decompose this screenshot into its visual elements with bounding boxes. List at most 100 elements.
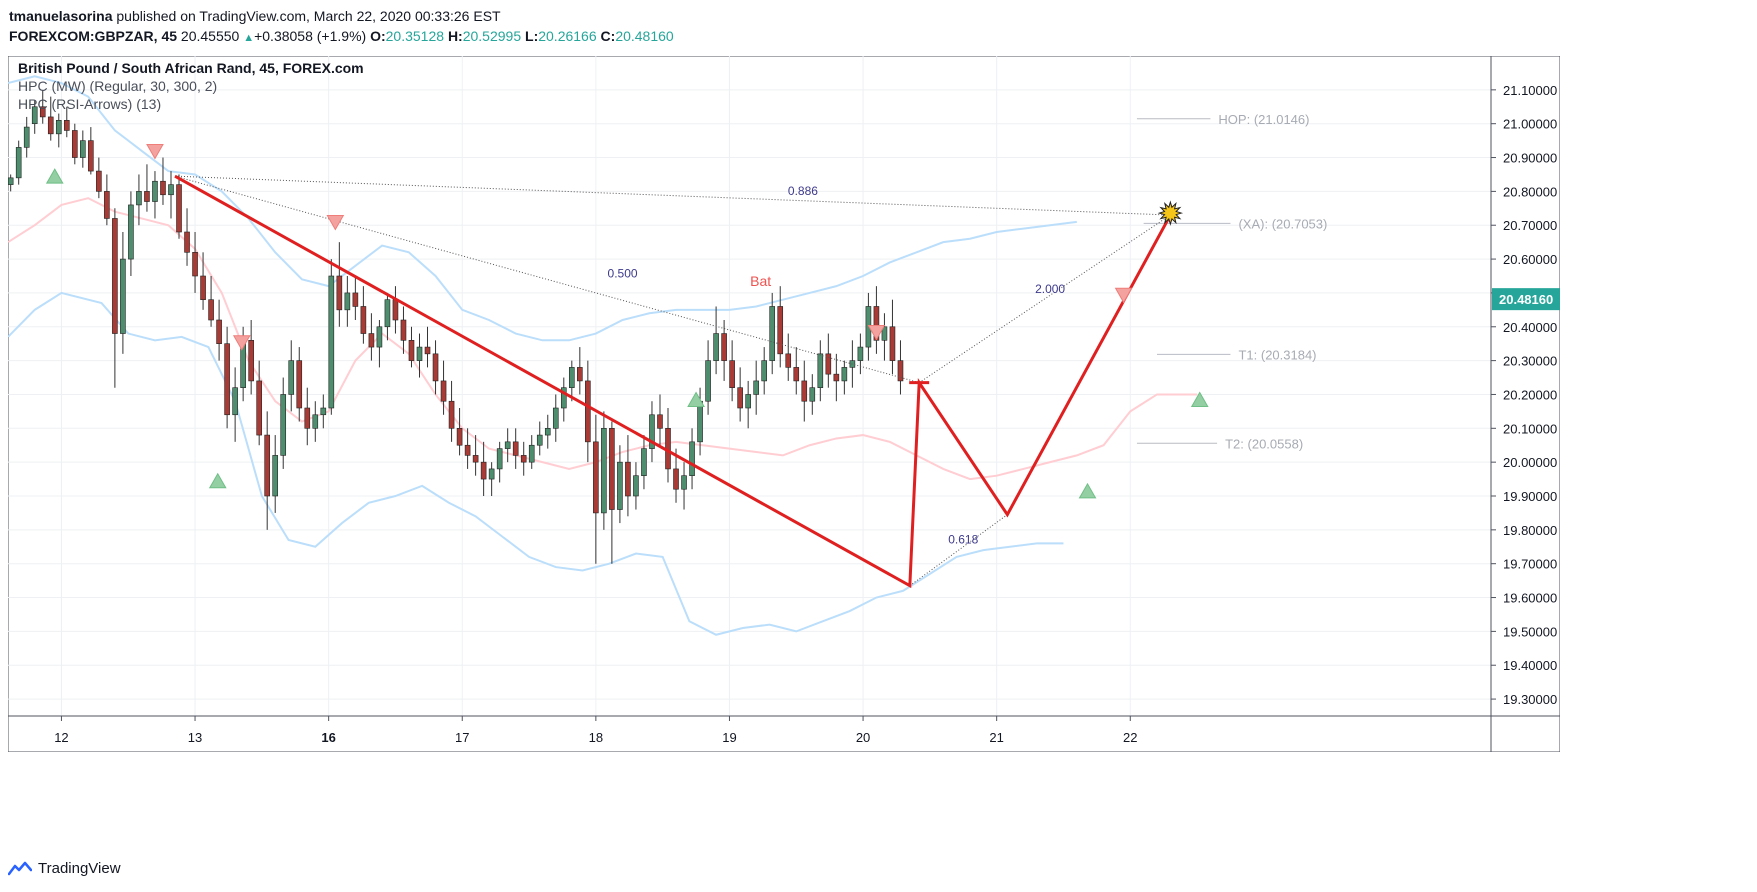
- candle-body: [192, 252, 198, 277]
- candle-body: [761, 360, 767, 382]
- candle-body: [889, 326, 896, 361]
- candle-body: [520, 455, 527, 463]
- publish-line: tmanuelasorina published on TradingView.…: [9, 6, 674, 26]
- published-text: published on TradingView.com, March 22, …: [116, 8, 501, 24]
- ratio-connector: [918, 214, 1171, 384]
- candle-body: [585, 380, 591, 443]
- open-label: O:: [370, 28, 386, 44]
- y-tick-label: 20.70000: [1503, 218, 1557, 233]
- bat-pattern: 0.886 0.500 0.618 2.000 Bat: [174, 174, 1184, 589]
- candle-body: [801, 380, 808, 402]
- symbol: FOREXCOM:GBPZAR, 45: [9, 28, 178, 44]
- candle-body: [753, 380, 759, 395]
- ratio-connector: [909, 514, 1008, 587]
- target-label: T1: (20.3184): [1238, 347, 1316, 362]
- quote-line: FOREXCOM:GBPZAR, 45 20.45550 ▲+0.38058 (…: [9, 26, 674, 48]
- author[interactable]: tmanuelasorina: [9, 8, 113, 24]
- candle-body: [817, 353, 824, 388]
- candle-body: [272, 455, 279, 497]
- candle-body: [448, 400, 455, 429]
- legend-rsi-arrows[interactable]: HPC (RSI-Arrows) (13): [18, 96, 161, 112]
- candle-body: [400, 319, 407, 341]
- sell-arrow-icon: [146, 143, 164, 160]
- ratio-label: 0.500: [608, 267, 638, 281]
- candle-body: [200, 275, 206, 300]
- candles: [8, 89, 904, 564]
- candle-body: [136, 191, 142, 206]
- candle-body: [288, 360, 295, 395]
- candle-body: [464, 444, 471, 456]
- price-chart[interactable]: HOP: (21.0146) (XA): (20.7053) T1: (20.318…: [8, 56, 1560, 752]
- candle-body: [785, 353, 792, 368]
- y-tick-label: 20.40000: [1503, 320, 1557, 335]
- candle-body: [304, 407, 311, 429]
- tradingview-logo-icon: [8, 861, 32, 876]
- candle-body: [769, 306, 776, 361]
- y-tick-label: 19.30000: [1503, 692, 1557, 707]
- candle-body: [224, 343, 230, 416]
- high-label: H:: [447, 28, 463, 44]
- completion-star-icon: [1157, 200, 1184, 226]
- low-value: 20.26166: [538, 28, 597, 44]
- candle-body: [320, 407, 327, 416]
- candle-body: [208, 299, 214, 321]
- candle-body: [504, 441, 511, 449]
- x-tick-label: 20: [856, 730, 870, 745]
- y-tick-label: 20.30000: [1503, 354, 1557, 369]
- candle-body: [256, 380, 262, 436]
- candle-body: [392, 299, 399, 321]
- candle-body: [336, 275, 343, 311]
- y-tick-label: 19.40000: [1503, 658, 1557, 673]
- close-value: 20.48160: [615, 28, 674, 44]
- buy-arrow-icon: [45, 168, 64, 184]
- ratio-label: 2.000: [1035, 282, 1065, 296]
- y-tick-label: 20.10000: [1503, 421, 1557, 436]
- open-value: 20.35128: [385, 28, 445, 44]
- x-tick-label: 21: [989, 730, 1003, 745]
- y-tick-label: 19.60000: [1503, 591, 1557, 606]
- candle-body: [47, 116, 54, 135]
- candle-body: [176, 184, 182, 233]
- candle-body: [657, 414, 663, 429]
- lower-band-line: [8, 291, 1064, 636]
- candle-body: [408, 340, 415, 361]
- ratio-label: 0.618: [948, 532, 978, 546]
- candle-body: [63, 120, 70, 131]
- candle-body: [360, 306, 367, 334]
- candle-body: [601, 428, 607, 514]
- candle-body: [552, 407, 559, 429]
- legend-mw[interactable]: HPC (MW) (Regular, 30, 300, 2): [18, 78, 217, 94]
- candle-body: [705, 360, 711, 402]
- x-tick-label: 13: [188, 730, 202, 745]
- candle-body: [368, 333, 375, 348]
- last-price-badge: [1492, 288, 1560, 311]
- upper-band-line: [8, 75, 1077, 342]
- y-tick-label: 19.90000: [1503, 489, 1557, 504]
- x-tick-label: 17: [455, 730, 469, 745]
- target-label: HOP: (21.0146): [1218, 112, 1309, 127]
- candle-body: [80, 140, 86, 158]
- candle-body: [39, 106, 46, 118]
- last-price: 20.45550: [180, 28, 240, 44]
- candle-body: [721, 333, 727, 361]
- candle-body: [8, 177, 14, 185]
- candle-body: [376, 326, 383, 348]
- candle-body: [881, 326, 888, 341]
- candle-body: [72, 130, 78, 158]
- legend-title: British Pound / South African Rand, 45, …: [18, 60, 364, 76]
- legend: British Pound / South African Rand, 45, …: [18, 60, 364, 112]
- candle-body: [184, 231, 190, 253]
- y-tick-label: 19.50000: [1503, 624, 1557, 639]
- candle-body: [617, 461, 623, 510]
- candle-body: [232, 387, 238, 416]
- candle-body: [729, 360, 735, 388]
- candle-body: [472, 455, 479, 463]
- sell-arrow-icon: [326, 215, 345, 231]
- brand[interactable]: TradingView: [38, 859, 121, 877]
- candle-body: [144, 191, 150, 202]
- targets: HOP: (21.0146) (XA): (20.7053) T1: (20.318…: [1136, 112, 1327, 451]
- candle-body: [544, 428, 551, 436]
- candle-body: [88, 140, 94, 172]
- candle-body: [528, 444, 535, 463]
- candle-body: [593, 441, 599, 514]
